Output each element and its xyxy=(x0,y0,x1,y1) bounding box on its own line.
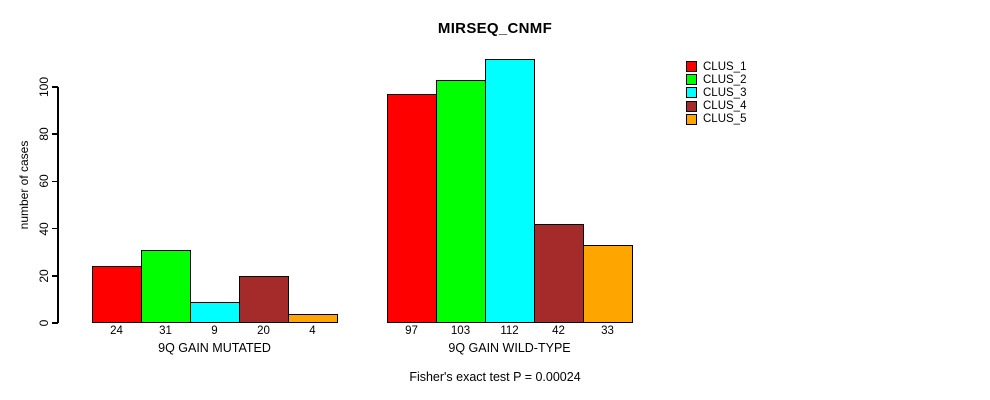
legend-swatch xyxy=(686,74,697,86)
legend-swatch xyxy=(686,61,697,72)
y-tick-label: 80 xyxy=(37,127,51,141)
bar-value-label: 97 xyxy=(405,325,418,337)
y-axis-line xyxy=(57,87,59,323)
bar xyxy=(485,58,535,323)
legend-label: CLUS_4 xyxy=(703,100,747,113)
bar-value-label: 112 xyxy=(500,325,519,337)
y-tick-label: 100 xyxy=(37,76,51,98)
legend-swatch xyxy=(686,87,697,99)
bar-value-label: 33 xyxy=(601,325,614,337)
x-group-label: 9Q GAIN MUTATED xyxy=(158,341,271,355)
bar-value-label: 42 xyxy=(552,325,565,337)
bar-value-label: 24 xyxy=(110,325,123,337)
fisher-test-note: Fisher's exact test P = 0.00024 xyxy=(409,370,581,384)
legend-swatch xyxy=(686,100,697,112)
bar-value-label: 103 xyxy=(450,325,471,337)
legend-item: CLUS_2 xyxy=(686,73,746,86)
y-tick-mark xyxy=(52,322,58,324)
legend-label: CLUS_3 xyxy=(703,86,747,99)
bar-value-label: 4 xyxy=(309,325,316,337)
legend-item: CLUS_3 xyxy=(686,86,746,99)
legend-label: CLUS_1 xyxy=(703,60,747,73)
bar xyxy=(141,249,191,323)
y-tick-label: 20 xyxy=(37,269,51,283)
bar xyxy=(239,275,289,323)
legend-swatch xyxy=(686,113,697,125)
y-tick-label: 60 xyxy=(37,174,51,189)
bar xyxy=(436,79,486,323)
y-tick-label: 40 xyxy=(37,221,51,236)
bar xyxy=(92,266,142,323)
y-tick-mark xyxy=(52,275,58,277)
bar xyxy=(534,223,584,323)
bar-value-label: 9 xyxy=(211,325,218,337)
bar-value-label: 31 xyxy=(159,325,172,337)
legend-label: CLUS_2 xyxy=(703,73,747,86)
y-tick-mark xyxy=(52,180,58,183)
y-tick-mark xyxy=(52,86,58,88)
y-tick-mark xyxy=(52,133,58,135)
y-tick-label: 0 xyxy=(37,319,51,327)
bar xyxy=(387,94,437,323)
legend-item: CLUS_4 xyxy=(686,100,746,113)
bar-value-label: 20 xyxy=(257,325,270,337)
y-axis-label: number of cases xyxy=(17,140,31,230)
bar xyxy=(288,313,338,323)
bar xyxy=(190,301,240,323)
legend-label: CLUS_5 xyxy=(703,113,747,126)
bar xyxy=(583,245,633,323)
legend-item: CLUS_5 xyxy=(686,113,746,126)
y-tick-mark xyxy=(52,227,58,230)
chart-title: MIRSEQ_CNMF xyxy=(437,20,553,37)
x-group-label: 9Q GAIN WILD-TYPE xyxy=(448,341,571,355)
legend-item: CLUS_1 xyxy=(686,60,746,73)
